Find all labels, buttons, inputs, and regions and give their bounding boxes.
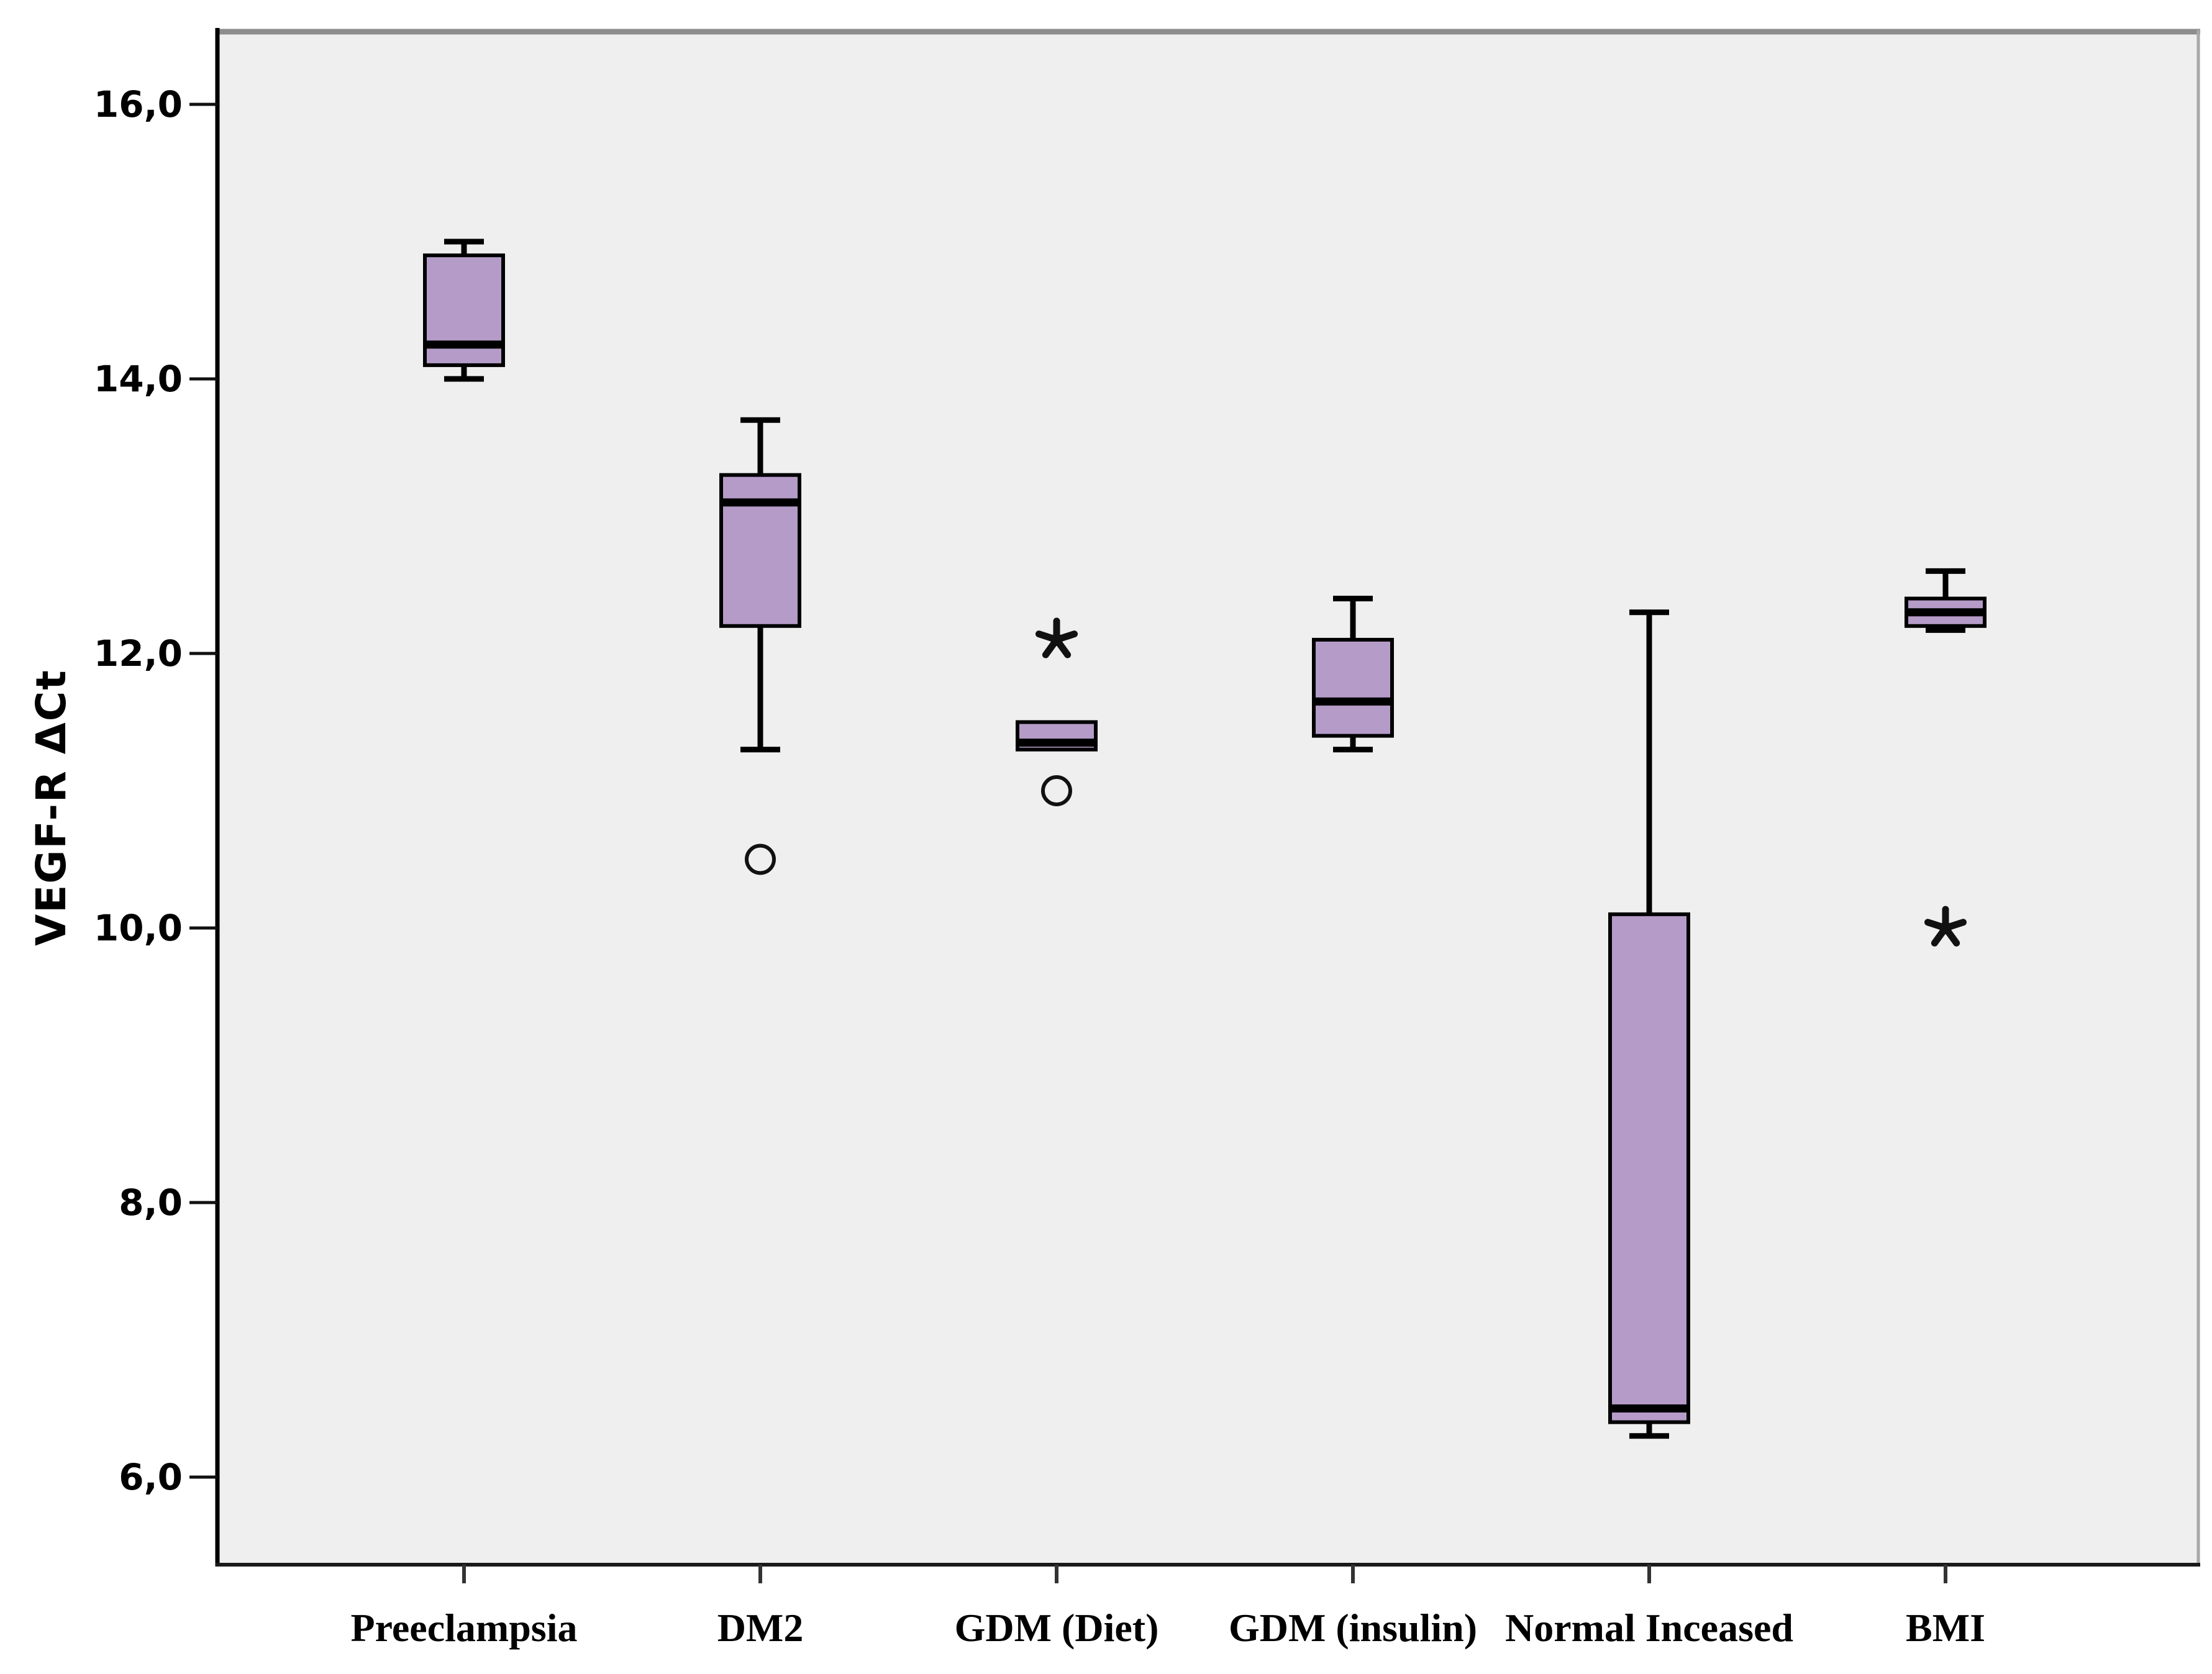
box-group-bmi xyxy=(1905,568,1987,947)
box-group-preeclampsia xyxy=(423,239,505,382)
y-tick-label-12-0: 12,0 xyxy=(94,632,183,675)
y-tick-label-8-0: 8,0 xyxy=(119,1181,183,1224)
y-tick-label-10-0: 10,0 xyxy=(94,907,183,949)
x-label-normal-inceased: Normal Inceased xyxy=(1505,1606,1793,1650)
iqr-box-dm2 xyxy=(719,473,801,628)
x-label-bmi: BMI xyxy=(1906,1606,1985,1650)
x-label-gdm-diet: GDM (Diet) xyxy=(955,1606,1159,1650)
extreme-star-bmi-0 xyxy=(1924,906,1967,947)
box-group-gdm-insulin xyxy=(1312,596,1394,753)
y-tick-label-16-0: 16,0 xyxy=(94,83,183,125)
box-group-gdm-diet xyxy=(1016,617,1098,806)
outlier-circle-gdm-diet-1 xyxy=(1041,775,1072,806)
outlier-circle-dm2-0 xyxy=(745,844,776,875)
extreme-star-gdm-diet-0 xyxy=(1035,617,1078,658)
box-group-dm2 xyxy=(719,417,801,875)
y-axis-title: VEGF-R ΔCt xyxy=(27,669,75,946)
y-tick-label-14-0: 14,0 xyxy=(94,358,183,400)
x-label-gdm-insulin: GDM (insulin) xyxy=(1229,1606,1477,1650)
y-tick-label-6-0: 6,0 xyxy=(119,1456,183,1498)
x-ticks-group xyxy=(462,1565,1947,1583)
y-ticks-group: 6,0 8,0 10,0 12,0 14,0 16,0 xyxy=(94,83,217,1498)
box-group-normal-inceased xyxy=(1608,609,1690,1439)
x-labels-group: Preeclampsia DM2 GDM (Diet) GDM (insulin) No… xyxy=(351,1606,1985,1650)
iqr-box-gdm-insulin xyxy=(1312,637,1394,738)
iqr-box-normal-inceased xyxy=(1608,912,1690,1424)
x-label-dm2: DM2 xyxy=(717,1606,804,1650)
x-label-preeclampsia: Preeclampsia xyxy=(351,1606,578,1650)
iqr-box-preeclampsia xyxy=(423,253,505,367)
boxes-group xyxy=(423,239,1987,1439)
plot-area xyxy=(217,30,2200,1564)
